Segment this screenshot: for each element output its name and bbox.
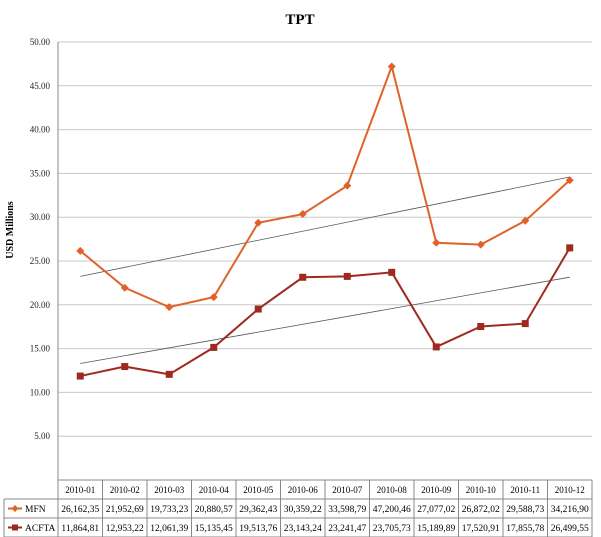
- table-cell: 33,598,79: [328, 505, 366, 515]
- data-point: [343, 181, 352, 190]
- data-point: [299, 273, 307, 281]
- data-point: [566, 244, 574, 252]
- x-tick-label: 2010-06: [288, 485, 318, 495]
- data-point: [565, 176, 574, 185]
- chart-title: TPT: [285, 12, 314, 28]
- table-cell: 23,705,73: [373, 524, 411, 534]
- x-tick-label: 2010-11: [510, 485, 540, 495]
- x-tick-label: 2010-07: [332, 485, 362, 495]
- trendline: [80, 276, 570, 364]
- table-cell: 15,135,45: [195, 524, 233, 534]
- series-line: [79, 63, 571, 309]
- x-tick-label: 2010-09: [421, 485, 451, 495]
- table-cell: 17,520,91: [462, 524, 500, 534]
- table-cell: 11,864,81: [61, 524, 99, 534]
- data-point: [209, 293, 218, 302]
- y-tick-label: 30.00: [30, 212, 51, 222]
- data-point: [521, 320, 529, 328]
- legend-marker: [11, 505, 19, 512]
- y-axis-label: USD Millions: [5, 201, 16, 259]
- x-tick-label: 2010-03: [154, 485, 184, 495]
- x-tick-label: 2010-08: [377, 485, 407, 495]
- series-group: [76, 62, 574, 380]
- y-tick-label: 5.00: [34, 431, 50, 441]
- data-point: [165, 370, 173, 378]
- data-point: [76, 246, 85, 255]
- table-cell: 47,200,46: [373, 505, 411, 515]
- data-point: [254, 218, 263, 227]
- legend-label: ACFTA: [25, 524, 56, 534]
- table-cell: 26,872,02: [462, 505, 500, 515]
- data-point: [343, 272, 351, 280]
- data-point: [432, 238, 441, 247]
- x-tick-label: 2010-12: [555, 485, 585, 495]
- table-cell: 19,513,76: [239, 524, 277, 534]
- table-cell: 23,143,24: [284, 524, 322, 534]
- data-point: [298, 210, 307, 219]
- table-cell: 21,952,69: [106, 505, 144, 515]
- y-tick-label: 20.00: [30, 300, 51, 310]
- data-point: [432, 343, 440, 351]
- data-point: [254, 305, 262, 313]
- data-point: [210, 343, 218, 351]
- table-cell: 17,855,78: [506, 524, 544, 534]
- table-cell: 20,880,57: [195, 505, 233, 515]
- legend-label: MFN: [25, 505, 46, 515]
- table-cell: 30,359,22: [284, 505, 322, 515]
- table-cell: 12,061,39: [150, 524, 188, 534]
- trendlines: [80, 176, 570, 364]
- data-point: [476, 240, 485, 249]
- x-tick-label: 2010-04: [199, 485, 229, 495]
- data-point: [387, 62, 396, 71]
- y-tick-label: 40.00: [30, 125, 51, 135]
- data-point: [521, 216, 530, 225]
- table-cell: 26,162,35: [61, 505, 99, 515]
- data-point: [388, 268, 396, 276]
- data-point: [477, 323, 485, 331]
- data-table: 2010-01 2010-02 2010-03 2010-04 2010-05 2010-…: [3, 479, 593, 537]
- table-cell: 12,953,22: [106, 524, 144, 534]
- legend-marker: [12, 524, 18, 531]
- x-tick-label: 2010-05: [243, 485, 273, 495]
- x-tick-label: 2010-01: [65, 485, 95, 495]
- table-cell: 26,499,55: [551, 524, 589, 534]
- y-tick-label: 10.00: [30, 387, 51, 397]
- data-point: [121, 363, 129, 371]
- y-tick-label: 15.00: [30, 344, 51, 354]
- table-cell: 15,189,89: [417, 524, 455, 534]
- data-point: [76, 372, 84, 380]
- x-tick-label: 2010-10: [466, 485, 496, 495]
- table-cell: 27,077,02: [417, 505, 455, 515]
- data-point: [120, 283, 129, 292]
- table-cell: 19,733,23: [150, 505, 188, 515]
- grid: [57, 41, 592, 481]
- y-tick-label: 50.00: [30, 37, 51, 47]
- series-line: [80, 247, 571, 378]
- y-tick-label: 25.00: [30, 256, 51, 266]
- y-tick-labels: 5.00 10.00 15.00 20.00 25.00 30.00 35.00 40.00 4…: [30, 37, 51, 441]
- trendline: [80, 176, 570, 277]
- table-cell: 29,362,43: [239, 505, 277, 515]
- data-point: [165, 303, 174, 312]
- table-cell: 23,241,47: [328, 524, 366, 534]
- table-cell: 29,588,73: [506, 505, 544, 515]
- y-tick-label: 45.00: [30, 81, 51, 91]
- y-tick-label: 35.00: [30, 168, 51, 178]
- table-cell: 34,216,90: [551, 505, 589, 515]
- x-tick-label: 2010-02: [110, 485, 140, 495]
